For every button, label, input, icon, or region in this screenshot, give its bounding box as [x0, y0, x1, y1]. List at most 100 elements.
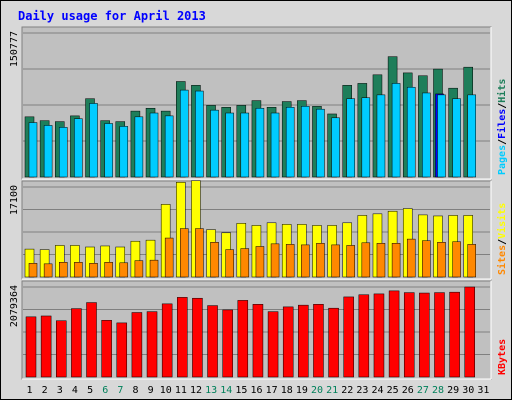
bar-sites: [406, 238, 416, 278]
bar-kbytes: [252, 304, 264, 378]
x-tick-label: 30: [462, 385, 474, 396]
panel-kbytes: 2079364 KBytes: [9, 280, 508, 380]
bar-sites: [195, 228, 204, 278]
legend-item: KBytes: [497, 339, 508, 375]
bar-kbytes: [267, 311, 279, 378]
bar-kbytes: [40, 315, 52, 378]
bar-sites: [225, 249, 234, 278]
bar-kbytes: [25, 316, 37, 378]
bar-kbytes: [343, 296, 354, 378]
bar-kbytes: [388, 290, 400, 378]
bar-sites: [316, 243, 325, 278]
bar-kbytes: [358, 294, 370, 378]
bar-sites: [467, 244, 476, 278]
bar-pages: [119, 126, 129, 178]
bar-kbytes: [328, 307, 339, 378]
legend-item: Visits: [496, 203, 508, 239]
bar-pages: [422, 92, 431, 178]
bar-sites: [361, 242, 371, 278]
bar-kbytes: [116, 322, 128, 378]
x-tick-label: 31: [477, 385, 489, 396]
bar-kbytes: [192, 297, 203, 378]
bar-sites: [285, 244, 295, 278]
x-tick-label: 25: [387, 385, 399, 396]
bar-pages: [134, 116, 144, 178]
bar-pages: [240, 112, 250, 178]
x-tick-label: 21: [326, 385, 338, 396]
bar-sites: [43, 263, 53, 278]
bar-sites: [301, 244, 310, 278]
x-tick-label: 9: [148, 385, 154, 396]
legend-item: Hits: [496, 79, 508, 103]
bar-kbytes: [86, 302, 97, 378]
bar-pages: [195, 90, 204, 178]
max-label-visits-sites: 17100: [9, 185, 20, 215]
bar-pages: [164, 115, 174, 178]
x-tick-label: 20: [311, 385, 323, 396]
bar-pages: [331, 117, 340, 178]
bar-sites: [422, 240, 431, 278]
x-tick-label: 24: [372, 385, 384, 396]
bar-sites: [180, 228, 189, 278]
x-tick-label: 11: [175, 385, 187, 396]
bar-pages: [149, 112, 159, 178]
x-tick-label: 3: [57, 385, 63, 396]
bar-pages: [270, 112, 280, 178]
bar-pages: [316, 108, 325, 178]
bar-pages: [376, 94, 386, 178]
bar-sites: [59, 262, 68, 278]
bar-kbytes: [313, 304, 324, 378]
bar-pages: [346, 98, 355, 178]
bar-kbytes: [101, 320, 112, 378]
bar-pages: [43, 125, 53, 178]
x-tick-label: 15: [235, 385, 247, 396]
bar-pages: [28, 122, 38, 178]
legend-item: /: [497, 103, 508, 109]
bar-sites: [376, 243, 386, 278]
bar-sites: [346, 245, 355, 278]
bar-sites: [149, 259, 159, 278]
bar-sites: [331, 244, 340, 278]
bar-sites: [74, 262, 83, 278]
x-tick-label: 19: [296, 385, 308, 396]
chart-title: Daily usage for April 2013: [18, 9, 206, 23]
bar-pages: [89, 103, 98, 178]
bar-pages: [104, 123, 113, 178]
bar-sites: [437, 242, 446, 278]
bar-sites: [270, 243, 280, 278]
bar-pages: [255, 107, 265, 178]
x-tick-label: 8: [132, 385, 138, 396]
bar-pages: [74, 118, 83, 178]
bar-kbytes: [177, 297, 188, 378]
x-tick-label: 1: [27, 385, 33, 396]
bar-pages: [225, 112, 234, 178]
bar-sites: [255, 246, 265, 278]
legend-item: Pages: [497, 145, 508, 175]
bar-sites: [28, 263, 38, 278]
x-tick-label: 12: [190, 385, 202, 396]
x-tick-label: 17: [266, 385, 278, 396]
bar-sites: [134, 260, 144, 278]
x-tick-label: 4: [72, 385, 78, 396]
legend-item: /: [497, 239, 508, 245]
bar-sites: [391, 243, 401, 278]
bar-pages: [361, 97, 371, 178]
bar-pages: [285, 107, 295, 178]
bar-kbytes: [146, 311, 158, 378]
panel-visits-sites: 17100 Sites/Visits: [9, 180, 508, 280]
bar-kbytes: [419, 292, 430, 378]
x-tick-label: 5: [87, 385, 93, 396]
bar-kbytes: [222, 309, 233, 378]
bar-sites: [210, 242, 219, 278]
bar-kbytes: [161, 303, 173, 378]
bar-pages: [180, 89, 189, 178]
x-tick-label: 28: [432, 385, 444, 396]
bar-kbytes: [373, 293, 385, 378]
legend-item: /: [497, 139, 508, 145]
legend-visits-sites: Sites/Visits: [496, 203, 508, 275]
bar-pages: [391, 83, 401, 178]
x-tick-label: 10: [160, 385, 172, 396]
